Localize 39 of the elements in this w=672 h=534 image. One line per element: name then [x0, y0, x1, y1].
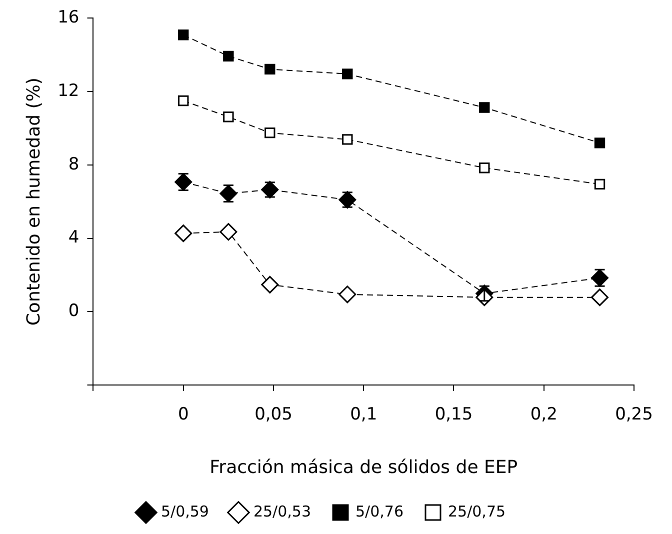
- point: [338, 286, 356, 304]
- point: [264, 64, 276, 75]
- point: [264, 127, 276, 138]
- point: [342, 68, 353, 80]
- x-axis-title: Fracción másica de sólidos de EEP: [210, 456, 518, 478]
- y-tick-label: 12: [58, 80, 80, 101]
- x-tick-label: 0,15: [434, 404, 473, 425]
- point: [223, 112, 234, 122]
- point: [591, 288, 608, 306]
- point: [178, 95, 189, 106]
- legend-label: 5/0,76: [356, 502, 404, 520]
- y-tick-label: 4: [68, 228, 80, 248]
- x-tick-label: 0,25: [615, 404, 653, 425]
- y-axis-title: Contenido en humedad (%): [23, 78, 44, 326]
- point: [261, 180, 279, 198]
- point: [223, 50, 234, 62]
- y-tick-label: 16: [58, 8, 80, 28]
- point: [174, 224, 192, 242]
- x-tick-label: 0: [178, 404, 189, 425]
- x-tick-label: 0,05: [254, 404, 292, 425]
- point: [479, 162, 490, 174]
- y-tick-label: 0: [68, 301, 80, 322]
- point: [594, 178, 606, 190]
- point: [479, 102, 490, 113]
- point: [174, 172, 192, 191]
- point: [261, 276, 279, 294]
- x-tick-label: 0,2: [530, 404, 558, 425]
- legend-label: 5/0,59: [160, 502, 209, 520]
- point: [338, 191, 356, 209]
- legend-label: 25/0,53: [253, 502, 312, 520]
- point: [594, 138, 606, 148]
- point: [220, 223, 238, 241]
- point: [591, 268, 608, 287]
- y-tick-label: 8: [68, 154, 80, 174]
- point: [178, 30, 189, 40]
- point: [342, 134, 353, 145]
- x-tick-label: 0,1: [350, 404, 378, 425]
- legend-label: 25/0,75: [448, 502, 506, 520]
- point: [220, 184, 238, 203]
